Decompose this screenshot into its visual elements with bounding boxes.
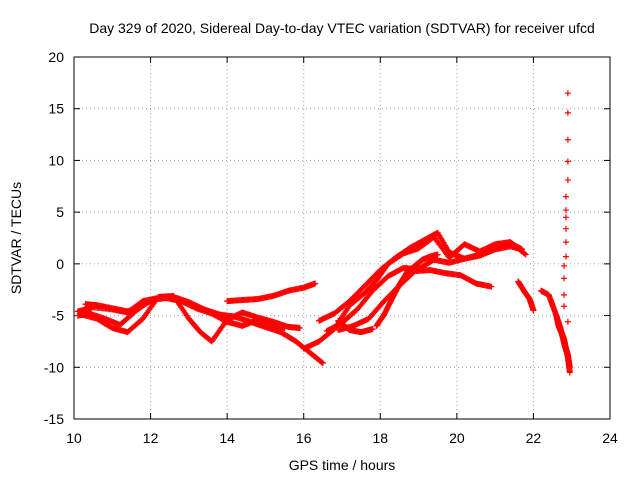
x-tick-label: 16	[296, 430, 312, 446]
data-point	[434, 251, 441, 258]
data-point	[521, 250, 528, 257]
y-tick-label: 5	[56, 204, 64, 220]
y-tick-label: 0	[56, 256, 64, 272]
data-point	[561, 291, 568, 298]
data-point	[151, 296, 158, 303]
data-point	[488, 283, 495, 290]
data-point	[562, 214, 569, 221]
y-tick-label: 10	[48, 152, 64, 168]
series-track-3	[74, 294, 288, 331]
data-point	[562, 225, 569, 232]
x-tick-label: 14	[219, 430, 235, 446]
data-point	[281, 324, 288, 331]
data-point	[312, 280, 319, 287]
x-tick-label: 22	[526, 430, 542, 446]
y-axis-label: SDTVAR / TECUs	[8, 182, 24, 294]
data-point	[319, 359, 326, 366]
y-tick-label: -5	[52, 308, 65, 324]
y-tick-label: -10	[44, 359, 64, 375]
grid-layer	[73, 56, 611, 420]
x-tick-label: 12	[143, 430, 159, 446]
series-track-15	[561, 90, 571, 325]
plot-frame	[73, 56, 611, 420]
series-track-5	[224, 280, 319, 305]
series-track-12	[515, 278, 537, 314]
data-point	[564, 136, 571, 143]
data-point	[561, 275, 568, 282]
x-tick-label: 24	[602, 430, 618, 446]
x-tick-label: 10	[66, 430, 82, 446]
data-point	[564, 90, 571, 97]
data-point	[566, 364, 573, 371]
chart-title: Day 329 of 2020, Sidereal Day-to-day VTE…	[89, 20, 595, 36]
data-point	[296, 324, 303, 331]
data-point	[564, 158, 571, 165]
series-track-11	[373, 251, 441, 329]
x-tick-label: 20	[449, 430, 465, 446]
y-tick-label: 15	[48, 101, 64, 117]
series-track-10	[335, 317, 376, 336]
data-point	[561, 303, 568, 310]
data-marks	[74, 90, 573, 376]
data-point	[518, 246, 525, 253]
data-point	[564, 109, 571, 116]
data-point	[369, 326, 376, 333]
series-track-9	[323, 243, 525, 335]
data-point	[530, 307, 537, 314]
data-point	[562, 239, 569, 246]
data-point	[564, 318, 571, 325]
y-tick-label: 20	[48, 49, 64, 65]
data-point	[562, 207, 569, 214]
x-axis-label: GPS time / hours	[289, 457, 396, 473]
data-point	[562, 193, 569, 200]
data-point	[566, 369, 573, 376]
data-point	[561, 262, 568, 269]
data-point	[319, 360, 326, 367]
x-tick-label: 18	[372, 430, 388, 446]
series-track-14	[553, 312, 573, 371]
data-point	[562, 253, 569, 260]
tick-labels: 10 12 14 16 18 20 22 24 -15 -10 -5 0 5 10 15 20	[44, 49, 618, 446]
data-point	[564, 177, 571, 184]
data-point	[522, 251, 529, 258]
series-track-4	[82, 296, 158, 315]
y-tick-label: -15	[44, 411, 64, 427]
